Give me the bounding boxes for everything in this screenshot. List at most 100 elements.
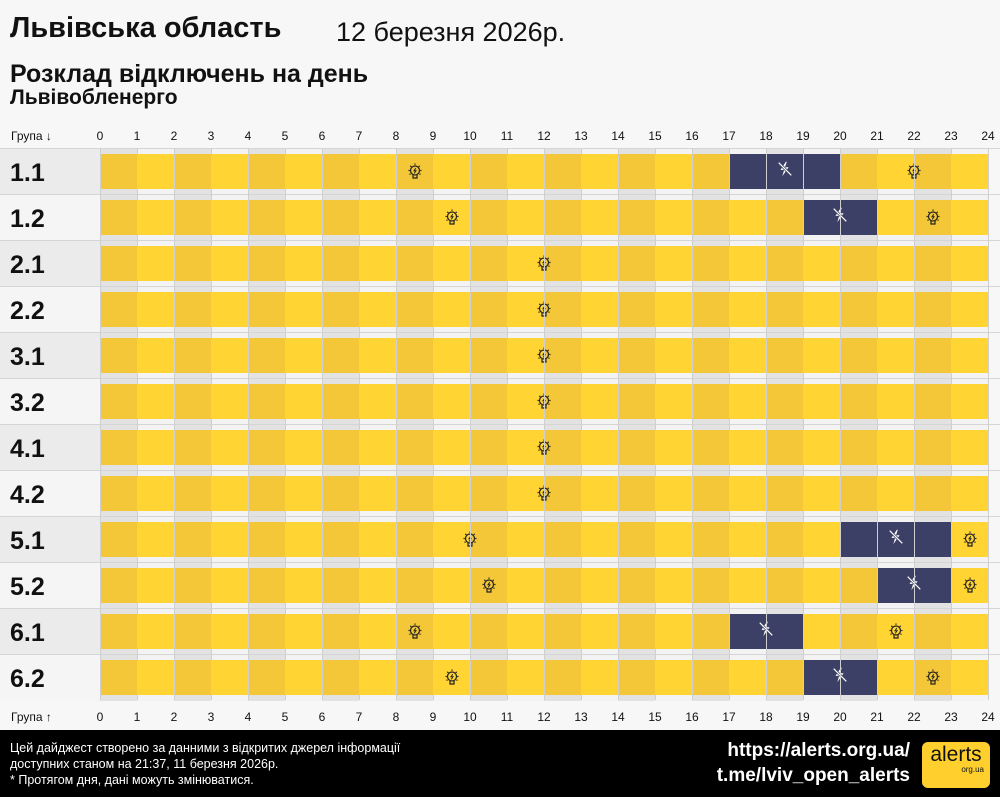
footnote-line: Цей дайджест створено за данними з відкр… [10,741,401,755]
power-on-hour [470,614,507,649]
group-label: 1.1 [0,149,100,195]
power-on-hour [100,522,137,557]
power-on-hour [359,522,396,557]
power-on-hour [248,476,285,511]
power-on-hour [137,384,174,419]
power-on-hour [137,614,174,649]
power-on-hour [951,200,988,235]
hour-tick: 10 [463,129,477,143]
hour-tick: 15 [648,710,662,724]
hour-gridline [803,148,804,700]
hour-gridline [507,148,508,700]
group-timeline [100,471,988,517]
hour-gridline [322,148,323,700]
power-on-hour [766,476,803,511]
hour-gridline [359,148,360,700]
website-link[interactable]: https://alerts.org.ua/ [727,740,910,761]
power-on-hour [618,384,655,419]
power-on-hour [322,614,359,649]
power-on-hour [248,384,285,419]
power-on-hour [655,154,692,189]
power-on-hour [803,246,840,281]
power-on-hour [396,660,433,695]
hour-gridline [581,148,582,700]
hour-tick: 16 [685,129,699,143]
power-on-hour [766,338,803,373]
power-on-hour [248,660,285,695]
power-on-hour [470,384,507,419]
group-label: 5.2 [0,563,100,609]
power-on-hour [692,246,729,281]
power-on-hour [359,338,396,373]
power-on-hour [174,338,211,373]
power-on-hour [285,614,322,649]
group-label: 5.1 [0,517,100,563]
hour-tick: 7 [355,129,363,143]
power-on-hour [692,338,729,373]
power-on-hour [396,338,433,373]
hour-tick: 9 [429,129,437,143]
power-on-hour [544,522,581,557]
telegram-link[interactable]: t.me/lviv_open_alerts [716,765,910,786]
power-on-hour [692,292,729,327]
power-on-hour [729,430,766,465]
lightbulb-icon [405,162,425,182]
group-row: 1.2 [0,194,1000,241]
hour-tick: 19 [796,129,810,143]
power-on-hour [729,338,766,373]
hour-tick: 18 [759,129,773,143]
outage-block [840,522,951,557]
power-on-hour [507,476,544,511]
power-on-hour [655,614,692,649]
power-on-hour [174,476,211,511]
hour-gridline [914,148,915,700]
power-on-hour [692,476,729,511]
power-on-hour [914,614,951,649]
hour-tick: 22 [907,710,921,724]
power-on-hour [359,292,396,327]
group-sort-label[interactable]: Група ↓ [11,129,52,143]
power-on-hour [248,200,285,235]
group-row: 2.2 [0,286,1000,333]
group-timeline [100,195,988,241]
power-on-hour [766,660,803,695]
group-timeline [100,517,988,563]
power-on-hour [544,614,581,649]
power-on-hour [692,522,729,557]
power-on-hour [322,246,359,281]
hour-gridline [840,148,841,700]
hour-tick: 2 [170,129,178,143]
power-on-hour [951,614,988,649]
power-on-hour [655,476,692,511]
group-label: 3.2 [0,379,100,425]
power-on-hour [729,200,766,235]
hour-gridline [285,148,286,700]
power-on-hour [581,476,618,511]
power-on-hour [581,154,618,189]
hour-gridline [988,148,989,700]
power-on-hour [470,246,507,281]
power-on-hour [137,246,174,281]
power-on-hour [581,200,618,235]
group-row: 5.2 [0,562,1000,609]
power-on-hour [396,430,433,465]
hour-tick: 17 [722,129,736,143]
power-on-hour [692,200,729,235]
power-on-hour [100,200,137,235]
group-row: 5.1 [0,516,1000,563]
hour-tick: 16 [685,710,699,724]
power-on-hour [137,568,174,603]
group-sort-label[interactable]: Група ↑ [11,710,52,724]
power-on-hour [507,384,544,419]
power-on-hour [174,384,211,419]
power-on-hour [507,338,544,373]
power-on-hour [618,660,655,695]
lightbulb-icon [960,530,980,550]
power-on-hour [248,246,285,281]
hour-tick: 19 [796,710,810,724]
power-on-hour [396,522,433,557]
lightbulb-icon [442,208,462,228]
power-on-hour [248,292,285,327]
hour-tick: 18 [759,710,773,724]
power-on-hour [692,568,729,603]
